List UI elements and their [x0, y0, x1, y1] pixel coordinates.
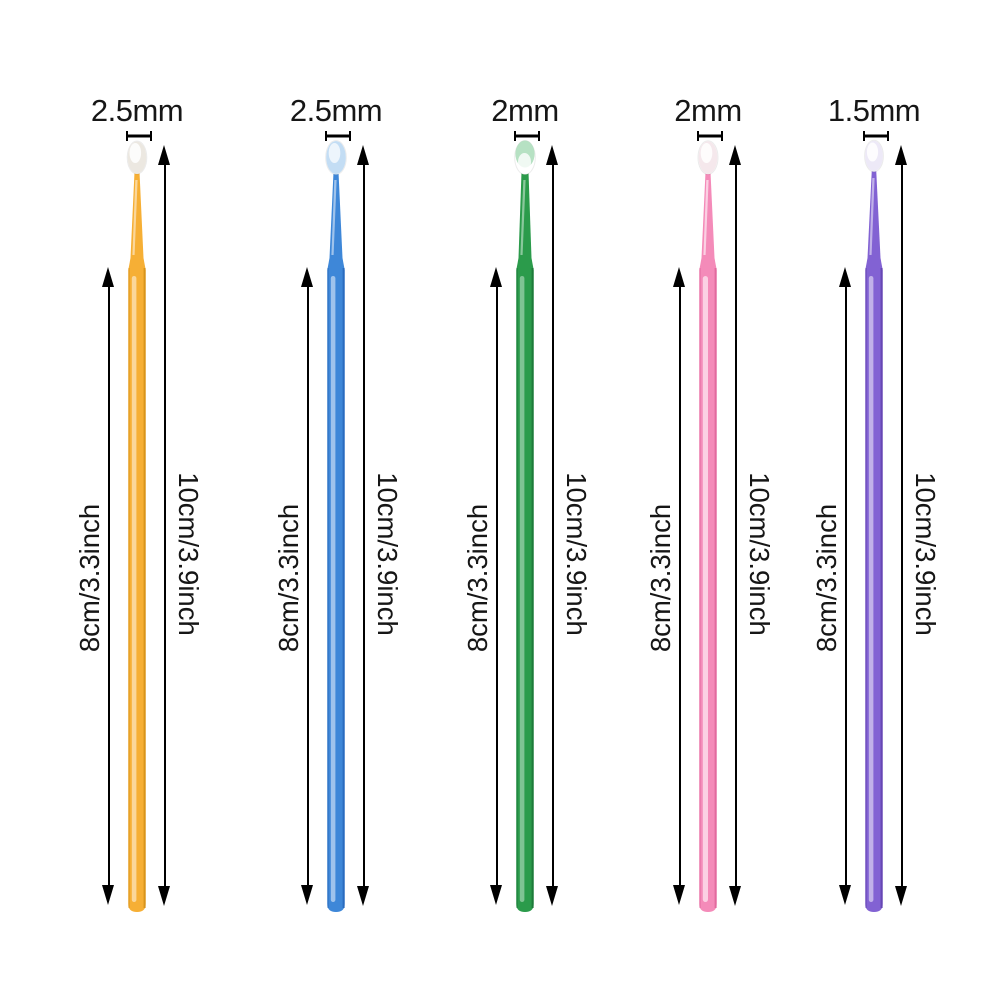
shaft-length-label: 8cm/3.3inch	[811, 503, 842, 653]
total-length-label: 10cm/3.9inch	[561, 472, 592, 636]
shaft-length-arrow	[101, 267, 114, 905]
total-length-arrow	[545, 145, 558, 906]
total-length-arrow	[894, 145, 907, 906]
tip-size-label: 2.5mm	[90, 93, 184, 128]
tip-width-bracket	[863, 131, 889, 141]
total-length-arrow	[356, 145, 369, 906]
tip-size-label: 2.5mm	[289, 93, 383, 128]
applicator-brush-graphic	[697, 140, 719, 912]
applicator-column-green: 2mm 8cm/3.3inch 10cm/3.9inch	[425, 0, 625, 1000]
shaft-length-arrow	[300, 267, 313, 905]
tip-width-bracket	[514, 131, 540, 141]
total-length-label: 10cm/3.9inch	[372, 472, 403, 636]
total-length-arrow	[157, 145, 170, 906]
total-length-label: 10cm/3.9inch	[173, 472, 204, 636]
tip-width-bracket	[697, 131, 723, 141]
shaft-length-label: 8cm/3.3inch	[273, 503, 304, 653]
total-length-arrow	[728, 145, 741, 906]
shaft-length-label: 8cm/3.3inch	[74, 503, 105, 653]
shaft-length-arrow	[489, 267, 502, 905]
shaft-length-arrow	[672, 267, 685, 905]
tip-size-label: 2mm	[491, 93, 559, 128]
shaft-length-arrow	[838, 267, 851, 905]
tip-size-label: 2mm	[674, 93, 742, 128]
total-length-label: 10cm/3.9inch	[744, 472, 775, 636]
shaft-length-label: 8cm/3.3inch	[462, 503, 493, 653]
total-length-label: 10cm/3.9inch	[910, 472, 941, 636]
tip-width-bracket	[126, 131, 152, 141]
applicator-brush-graphic	[325, 140, 347, 912]
shaft-length-label: 8cm/3.3inch	[645, 503, 676, 653]
tip-size-label: 1.5mm	[827, 93, 921, 128]
applicator-column-pink: 2mm 8cm/3.3inch 10cm/3.9inch	[608, 0, 808, 1000]
applicator-brush-graphic	[126, 140, 148, 912]
applicator-column-purple: 1.5mm 8cm/3.3inch 10cm/3.9inch	[774, 0, 974, 1000]
applicator-brush-graphic	[864, 139, 884, 912]
applicator-brush-graphic	[514, 140, 536, 912]
tip-width-bracket	[325, 131, 351, 141]
applicator-column-yellow: 2.5mm 8cm/3.3inch 10cm/3.9inch	[37, 0, 237, 1000]
applicator-column-blue: 2.5mm 8cm/3.3inch 10cm/3.9inch	[236, 0, 436, 1000]
